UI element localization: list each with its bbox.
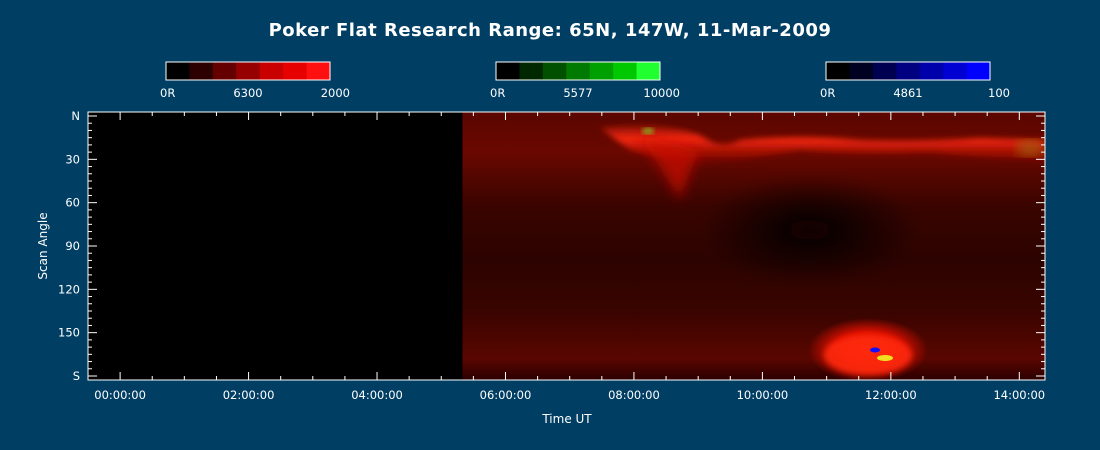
colorbar-label: 100: [988, 86, 1010, 100]
x-tick-label: 02:00:00: [223, 388, 275, 402]
colorbar-label: 4861: [893, 86, 922, 100]
y-axis-label: Scan Angle: [36, 212, 50, 279]
colorbar-swatch: [283, 62, 308, 80]
plot-area: 00:00:00 02:00:00 04:00:00 06:00:00 08:00:00…: [58, 109, 1046, 402]
colorbar-label: 0R: [820, 86, 835, 100]
x-tick-label: 08:00:00: [608, 388, 660, 402]
x-tick-label: 12:00:00: [865, 388, 917, 402]
y-tick-label: 120: [58, 282, 80, 296]
colorbar-swatch: [966, 62, 991, 80]
colorbar-frame: [825, 61, 991, 81]
colorbar-swatch: [919, 62, 944, 80]
colorbar-swatch: [542, 62, 567, 80]
colorbar-swatch: [212, 62, 237, 80]
dark-region: [700, 175, 920, 285]
colorbar-swatch: [566, 62, 591, 80]
colorbar-6300: 0R 6300 2000: [160, 61, 350, 100]
colorbar-label: 0R: [160, 86, 175, 100]
colorbar-frame: [165, 61, 331, 81]
colorbar-frame: [495, 61, 661, 81]
y-tick-label: 60: [65, 196, 80, 210]
x-tick-label: 06:00:00: [480, 388, 532, 402]
colorbar-swatch: [259, 62, 284, 80]
bright-spot-core: [824, 335, 912, 375]
y-tick-label: N: [71, 109, 80, 123]
colorbar-swatch: [943, 62, 968, 80]
chart-title: Poker Flat Research Range: 65N, 147W, 11…: [269, 20, 832, 41]
colorbar-label: 0R: [490, 86, 505, 100]
colorbar-swatch: [636, 62, 661, 80]
y-tick-label: 150: [58, 326, 80, 340]
x-tick-label: 10:00:00: [737, 388, 789, 402]
yellow-emission: [877, 355, 893, 361]
y-tick-label: S: [73, 369, 80, 383]
colorbar-swatch: [896, 62, 921, 80]
colorbar-swatch: [589, 62, 614, 80]
heatmap-image: [462, 112, 1045, 380]
aurora-streak: [638, 135, 700, 200]
colorbar-swatch: [306, 62, 331, 80]
colorbar-swatch: [826, 62, 850, 80]
green-emission: [642, 128, 654, 134]
colorbar-swatch: [872, 62, 897, 80]
colorbar-label: 2000: [321, 86, 350, 100]
colorbar-swatch: [849, 62, 874, 80]
x-axis-label: Time UT: [541, 412, 592, 426]
x-tick-label: 14:00:00: [993, 388, 1045, 402]
colorbar-label: 5577: [563, 86, 592, 100]
colorbar-5577: 0R 5577 10000: [490, 61, 680, 100]
colorbar-swatch: [166, 62, 190, 80]
colorbar-swatch: [496, 62, 520, 80]
colorbar-4861: 0R 4861 100: [820, 61, 1010, 100]
colorbar-swatch: [519, 62, 544, 80]
colorbar-swatch: [613, 62, 638, 80]
x-tick-label: 04:00:00: [351, 388, 403, 402]
colorbar-swatch: [236, 62, 261, 80]
colorbar-label: 6300: [233, 86, 262, 100]
axis-ticks: 00:00:00 02:00:00 04:00:00 06:00:00 08:00:00…: [58, 109, 1045, 402]
blue-emission: [870, 347, 880, 353]
colorbar-swatch: [189, 62, 214, 80]
colorbar-label: 10000: [643, 86, 680, 100]
y-tick-label: 30: [65, 152, 80, 166]
y-tick-label: 90: [65, 239, 80, 253]
amber-emission: [1016, 140, 1044, 156]
x-tick-label: 00:00:00: [94, 388, 146, 402]
colorbar-group: 0R 6300 2000 0R 5577 10000 0R 4861 100: [160, 61, 1010, 100]
aurora-arc: [600, 125, 1045, 165]
